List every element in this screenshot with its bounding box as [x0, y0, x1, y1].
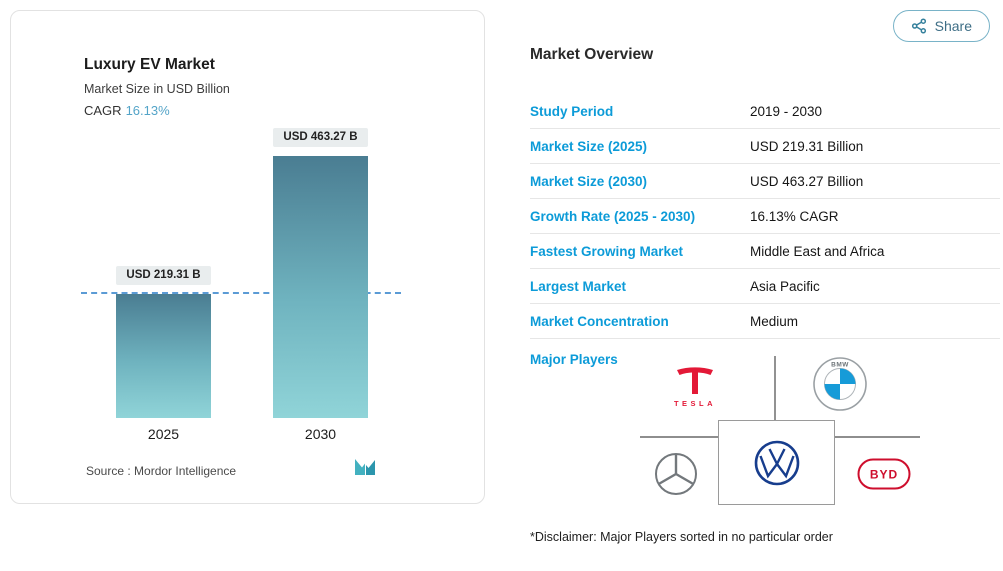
- row-value: Asia Pacific: [750, 278, 820, 294]
- vw-box: [718, 420, 835, 505]
- chart-subtitle: Market Size in USD Billion: [84, 82, 230, 96]
- disclaimer-text: *Disclaimer: Major Players sorted in no …: [530, 530, 833, 544]
- overview-title: Market Overview: [530, 46, 654, 63]
- row-market-concentration: Market Concentration Medium: [530, 304, 1000, 339]
- row-label: Fastest Growing Market: [530, 243, 684, 259]
- mercedes-benz-logo: [654, 452, 698, 501]
- row-label: Study Period: [530, 103, 614, 119]
- major-players-label: Major Players: [530, 352, 618, 367]
- bmw-logo: BMW: [813, 357, 867, 416]
- bar-chart: USD 219.31 B USD 463.27 B: [81, 128, 411, 418]
- reference-line: [81, 292, 401, 294]
- row-label: Market Concentration: [530, 313, 669, 329]
- row-growth-rate: Growth Rate (2025 - 2030) 16.13% CAGR: [530, 199, 1000, 234]
- cagr-value: 16.13%: [125, 103, 170, 118]
- share-label: Share: [934, 18, 972, 34]
- row-value: USD 463.27 Billion: [750, 173, 864, 189]
- cagr-label: CAGR: [84, 103, 122, 118]
- share-button[interactable]: Share: [892, 10, 990, 42]
- row-market-size-2025: Market Size (2025) USD 219.31 Billion: [530, 129, 1000, 164]
- tesla-wordmark: TESLA: [674, 399, 716, 408]
- bar-value-label-2030: USD 463.27 B: [273, 128, 368, 147]
- x-axis: 2025 2030: [81, 426, 411, 446]
- row-value: Medium: [750, 313, 799, 329]
- row-value: USD 219.31 Billion: [750, 138, 864, 154]
- row-value: Middle East and Africa: [750, 243, 885, 259]
- bmw-wordmark: BMW: [831, 362, 849, 369]
- x-tick-2025: 2025: [147, 426, 180, 442]
- row-value: 2019 - 2030: [750, 103, 823, 119]
- bar-2025: [116, 294, 211, 418]
- volkswagen-logo: [754, 440, 799, 485]
- row-label: Market Size (2030): [530, 173, 648, 189]
- bar-value-label-2025: USD 219.31 B: [116, 266, 211, 285]
- source-text: Source : Mordor Intelligence: [86, 464, 237, 478]
- row-value: 16.13% CAGR: [750, 208, 839, 224]
- row-label: Growth Rate (2025 - 2030): [530, 208, 696, 224]
- overview-table: Study Period 2019 - 2030 Market Size (20…: [530, 94, 1000, 339]
- byd-logo: BYD: [857, 458, 911, 495]
- chart-title: Luxury EV Market: [84, 56, 215, 73]
- chart-card: Luxury EV Market Market Size in USD Bill…: [10, 10, 485, 504]
- row-label: Largest Market: [530, 278, 627, 294]
- major-players-diagram: TESLA BMW: [530, 352, 1003, 520]
- x-tick-2030: 2030: [304, 426, 337, 442]
- byd-wordmark: BYD: [870, 468, 898, 482]
- mordor-intelligence-logo: [353, 456, 377, 476]
- tesla-logo: TESLA: [670, 356, 720, 415]
- bar-2030: [273, 156, 368, 418]
- row-label: Market Size (2025): [530, 138, 648, 154]
- row-fastest-growing-market: Fastest Growing Market Middle East and A…: [530, 234, 1000, 269]
- share-nodes-icon: [911, 18, 926, 34]
- row-study-period: Study Period 2019 - 2030: [530, 94, 1000, 129]
- row-largest-market: Largest Market Asia Pacific: [530, 269, 1000, 304]
- row-market-size-2030: Market Size (2030) USD 463.27 Billion: [530, 164, 1000, 199]
- cagr-line: CAGR 16.13%: [84, 103, 170, 118]
